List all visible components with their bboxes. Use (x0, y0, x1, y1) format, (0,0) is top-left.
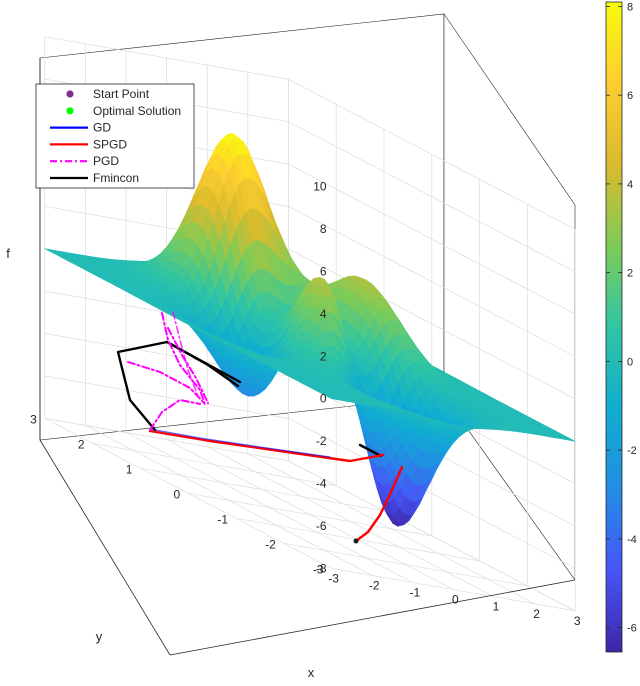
z-axis-label: f (6, 246, 10, 261)
colorbar-tick-label: -2 (627, 445, 637, 457)
z-tick-label: 10 (313, 180, 327, 194)
legend-marker (66, 107, 73, 114)
colorbar-tick-label: 6 (627, 90, 633, 102)
y-tick-label: 0 (174, 487, 181, 501)
y-tick-label: 2 (78, 437, 85, 451)
z-tick-label: 4 (320, 307, 327, 321)
x-tick-label: -2 (369, 578, 380, 592)
x-tick-label: 2 (533, 607, 540, 621)
z-tick-label: 8 (320, 222, 327, 236)
y-tick-label: 3 (30, 412, 37, 426)
x-tick-label: -1 (409, 586, 420, 600)
legend-label: SPGD (93, 137, 127, 151)
colorbar-tick-label: -6 (627, 623, 637, 635)
legend-label: Start Point (93, 87, 150, 101)
y-tick-label: -2 (265, 537, 276, 551)
legend-label: Optimal Solution (93, 104, 181, 118)
x-tick-label: 1 (493, 600, 500, 614)
z-tick-label: 2 (320, 349, 327, 363)
x-axis-label: x (308, 665, 315, 680)
optimal-solution-marker (354, 539, 359, 544)
x-tick-label: 3 (574, 614, 581, 628)
y-tick-label: -1 (217, 512, 228, 526)
colorbar-tick-label: 8 (627, 1, 633, 13)
y-tick-label: -3 (313, 562, 324, 576)
legend-label: PGD (93, 154, 119, 168)
colorbar-tick-label: 4 (627, 179, 633, 191)
z-tick-label: 0 (320, 392, 327, 406)
x-tick-label: -3 (328, 571, 339, 585)
z-tick-label: 6 (320, 265, 327, 279)
colorbar-tick-label: 0 (627, 356, 633, 368)
colorbar: -6 -4 -2 0 2 4 6 8 (606, 1, 637, 652)
legend-label: Fmincon (93, 171, 139, 185)
x-tick-label: 0 (452, 593, 459, 607)
colorbar-tick-label: 2 (627, 268, 633, 280)
legend-marker (66, 90, 73, 97)
z-tick-label: -2 (316, 434, 327, 448)
z-tick-label: -6 (316, 519, 327, 533)
colorbar-tick-label: -4 (627, 534, 637, 546)
y-tick-label: 1 (126, 462, 133, 476)
gd-path (150, 429, 330, 457)
z-tick-label: -4 (316, 477, 327, 491)
legend: Start Point Optimal Solution GD SPGD PGD Fmin… (36, 84, 194, 188)
legend-label: GD (93, 121, 111, 135)
back-wall-right (444, 14, 575, 580)
colorbar-bar (606, 2, 622, 652)
y-axis-label: y (96, 629, 103, 644)
